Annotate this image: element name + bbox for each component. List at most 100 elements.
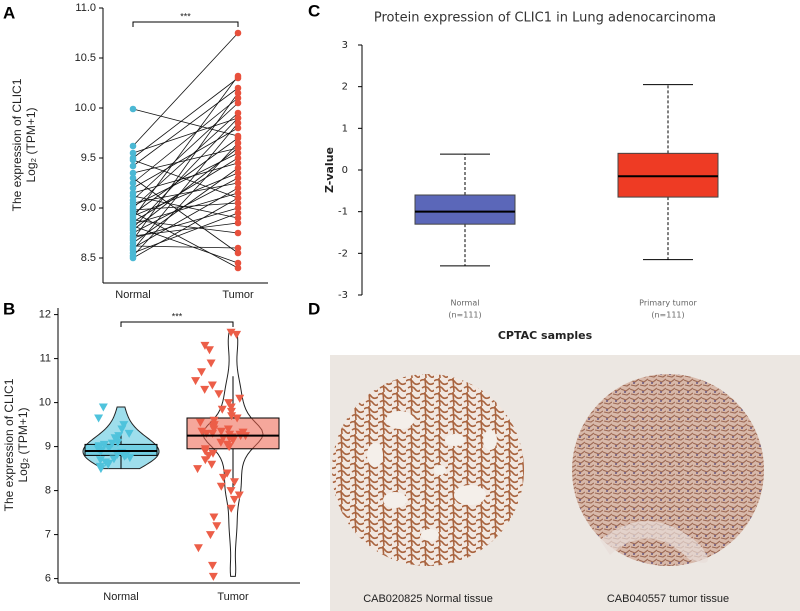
y-tick-label: 8.5: [81, 252, 96, 264]
point: [226, 407, 236, 416]
pair-line: [132, 197, 239, 259]
point: [234, 164, 242, 172]
point: [200, 341, 210, 350]
y-tick-label: 1: [342, 123, 348, 134]
point: [129, 156, 137, 164]
point: [238, 428, 248, 437]
point: [193, 465, 203, 474]
point: [217, 405, 227, 414]
point: [212, 522, 222, 531]
point: [226, 487, 236, 496]
y-tick-label: 10.5: [75, 52, 96, 64]
significance-label: ***: [172, 311, 183, 321]
pair-line: [132, 127, 239, 189]
point: [234, 214, 242, 222]
point: [234, 119, 242, 127]
point: [234, 249, 242, 257]
point: [226, 504, 236, 513]
point: [208, 572, 218, 581]
pair-line: [132, 212, 239, 254]
point: [234, 184, 242, 192]
point: [129, 169, 137, 177]
point: [129, 254, 137, 262]
x-tick-label: Tumor: [217, 591, 249, 603]
point: [222, 469, 232, 478]
y-tick-label: 12: [39, 309, 51, 321]
point: [205, 531, 215, 540]
significance-bracket: [120, 321, 234, 327]
chart-title: Protein expression of CLIC1 in Lung aden…: [374, 11, 716, 26]
point: [200, 385, 210, 394]
pair-line: [132, 202, 239, 211]
y-tick-label: 6: [45, 573, 51, 585]
x-tick-label: Tumor: [222, 289, 254, 301]
point: [234, 154, 242, 162]
pair-line: [132, 159, 239, 199]
pair-line: [132, 187, 239, 249]
point: [234, 144, 242, 152]
point: [208, 449, 218, 458]
point: [202, 429, 212, 438]
y-tick-label: 3: [342, 40, 348, 51]
point: [234, 209, 242, 217]
point: [207, 460, 217, 469]
point: [114, 432, 124, 441]
y-axis-label: The expression of CLIC1: [2, 378, 16, 511]
pair-line: [132, 222, 239, 237]
point: [227, 412, 237, 421]
significance-bracket: [132, 21, 239, 27]
point: [218, 473, 228, 482]
point: [129, 179, 137, 187]
x-tick-label: Normal: [451, 299, 480, 308]
pair-line: [132, 142, 239, 257]
point: [129, 174, 137, 182]
point: [234, 264, 242, 272]
point: [207, 381, 217, 390]
point: [197, 427, 207, 436]
tissue-images: [330, 355, 800, 611]
point: [129, 162, 137, 170]
y-tick-label: 9.5: [81, 152, 96, 164]
box: [414, 194, 516, 225]
pair-line: [132, 87, 239, 167]
point: [226, 403, 236, 412]
point: [206, 359, 216, 368]
point: [234, 259, 242, 267]
y-tick-label: 2: [342, 82, 348, 93]
point: [107, 439, 117, 448]
pair-line: [132, 137, 239, 215]
point: [129, 142, 137, 150]
point: [200, 447, 210, 456]
y-tick-label: 9: [45, 441, 51, 453]
significance-label: ***: [180, 11, 191, 21]
panel-label: A: [3, 3, 15, 22]
image-caption: CAB020825 Normal tissue: [363, 593, 493, 605]
y-axis-label: Z-value: [323, 147, 336, 193]
pair-line: [132, 219, 239, 234]
point: [95, 462, 105, 471]
point: [234, 89, 242, 97]
pair-line: [132, 117, 239, 229]
point: [235, 394, 245, 403]
point: [214, 390, 224, 399]
point: [234, 491, 244, 500]
pair-line: [132, 102, 239, 201]
point: [234, 109, 242, 117]
point: [209, 513, 219, 522]
y-tick-label: -2: [338, 248, 348, 259]
point: [234, 72, 242, 80]
point: [129, 105, 137, 113]
x-axis-label: CPTAC samples: [498, 329, 593, 342]
point: [232, 330, 242, 339]
point: [195, 418, 205, 427]
pair-line: [132, 108, 239, 137]
pair-line: [132, 211, 239, 269]
point: [234, 169, 242, 177]
point: [191, 377, 201, 386]
pair-line: [132, 112, 239, 209]
y-tick-label: 10.0: [75, 102, 96, 114]
y-tick-label: 10: [39, 397, 51, 409]
box: [617, 152, 719, 198]
point: [208, 429, 218, 438]
